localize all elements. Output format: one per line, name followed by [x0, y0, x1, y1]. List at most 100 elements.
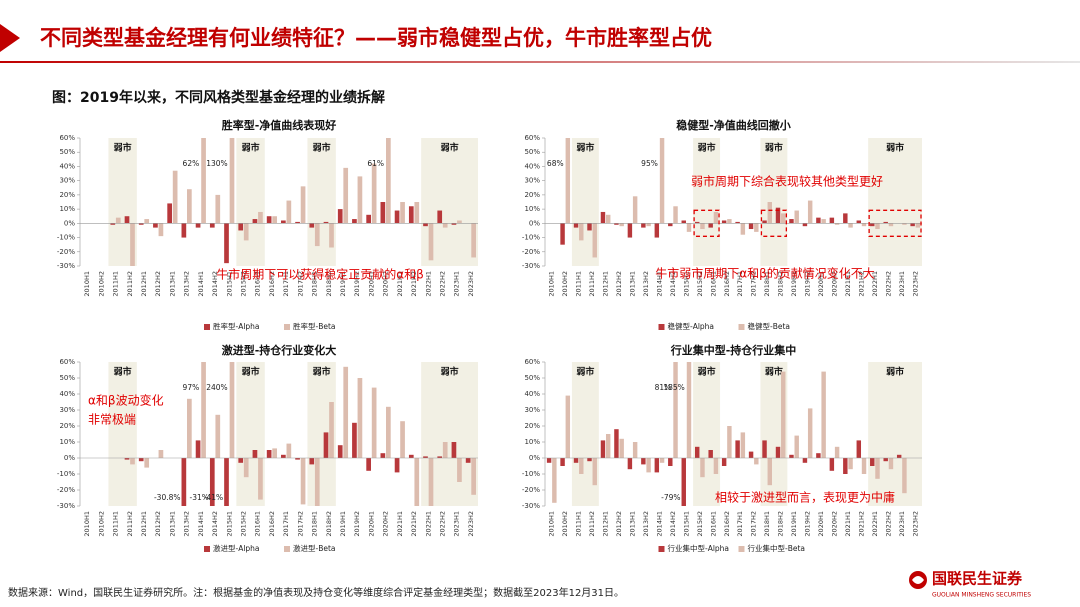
bar	[902, 458, 907, 494]
legend-label: 稳健型-Alpha	[668, 321, 715, 331]
bar	[673, 362, 678, 458]
x-tick-label: 2010H1	[548, 511, 556, 537]
bar	[888, 223, 894, 227]
bar	[694, 446, 700, 458]
source-note: 数据来源：Wind，国联民生证券研究所。注：根据基金的净值表现及持仓变化等维度综…	[8, 586, 624, 599]
y-tick-label: 0%	[529, 454, 540, 462]
x-tick-label: 2022H2	[884, 271, 892, 297]
bar	[694, 221, 700, 224]
x-tick-label: 2016H2	[723, 511, 731, 537]
bar	[762, 440, 767, 458]
legend-swatch	[284, 546, 290, 552]
x-tick-label: 2018H2	[325, 511, 333, 537]
chart-title: 胜率型-净值曲线表现好	[221, 118, 337, 132]
bar	[632, 196, 638, 224]
legend-label: 激进型-Alpha	[213, 543, 260, 553]
bar	[144, 219, 150, 224]
bar	[380, 453, 386, 458]
logo-icon-mark	[912, 576, 924, 584]
bar	[457, 220, 462, 224]
bar	[343, 366, 349, 458]
legend-swatch	[284, 324, 290, 330]
x-tick-label: 2018H1	[763, 511, 771, 537]
x-tick-label: 2016H1	[254, 511, 262, 537]
x-tick-label: 2020H2	[382, 271, 390, 297]
x-tick-label: 2014H2	[211, 511, 219, 537]
bar	[902, 223, 907, 225]
legend-label: 行业集中型-Alpha	[668, 543, 730, 553]
x-tick-label: 2015H1	[225, 271, 233, 297]
y-tick-label: 40%	[59, 390, 75, 398]
x-tick-label: 2017H2	[750, 271, 758, 297]
bar	[870, 223, 875, 227]
bar	[735, 440, 740, 458]
bar	[309, 458, 315, 465]
bar	[821, 219, 826, 224]
x-tick-label: 2017H2	[296, 271, 304, 297]
bar	[215, 414, 221, 458]
bar	[314, 223, 320, 247]
x-tick-label: 2011H2	[126, 511, 134, 537]
bar	[337, 445, 343, 458]
x-tick-label: 2014H1	[197, 511, 205, 537]
x-tick-label: 2013H2	[642, 511, 650, 537]
weak-market-label: 弱市	[114, 366, 132, 378]
x-tick-label: 2014H1	[655, 511, 663, 537]
bar	[428, 458, 434, 506]
weak-market-label: 弱市	[886, 142, 904, 154]
bar	[272, 448, 277, 458]
annotation: 牛市周期下可以获得稳定正贡献的α和β	[216, 267, 424, 282]
x-tick-label: 2010H2	[97, 511, 105, 537]
bar	[115, 217, 121, 224]
x-tick-label: 2010H2	[561, 511, 569, 537]
bar	[153, 223, 158, 228]
weak-market-label: 弱市	[242, 142, 260, 154]
bar	[130, 223, 135, 266]
x-tick-label: 2015H2	[696, 271, 704, 297]
x-tick-label: 2013H1	[629, 511, 637, 537]
bar	[807, 408, 813, 458]
bar	[181, 458, 187, 506]
y-tick-label: -30%	[522, 262, 540, 270]
bar	[834, 446, 840, 458]
annotation: 弱市周期下综合表现较其他类型更好	[691, 174, 883, 189]
bar	[843, 213, 848, 224]
x-tick-label: 2018H1	[311, 271, 319, 297]
bar	[673, 206, 678, 224]
bar	[708, 223, 713, 228]
bar	[829, 217, 835, 224]
value-label: 95%	[641, 159, 658, 168]
x-tick-label: 2010H2	[561, 271, 569, 297]
bar	[754, 223, 759, 232]
bar	[400, 421, 405, 458]
x-tick-label: 2015H1	[682, 511, 690, 537]
bar	[856, 220, 862, 224]
weak-market-label: 弱市	[441, 366, 459, 378]
bar	[713, 211, 719, 224]
bar	[215, 194, 221, 224]
x-tick-label: 2020H1	[367, 271, 375, 297]
bar	[888, 458, 894, 470]
bar	[323, 432, 329, 458]
bar	[195, 440, 201, 458]
bar	[829, 458, 835, 471]
bar	[600, 440, 606, 458]
bar	[209, 223, 215, 228]
bar	[834, 223, 840, 225]
x-tick-label: 2016H1	[709, 271, 717, 297]
weak-market-label: 弱市	[765, 366, 783, 378]
bar	[816, 217, 821, 224]
x-tick-label: 2016H2	[268, 271, 276, 297]
bar	[201, 138, 206, 224]
bar	[654, 223, 660, 238]
x-tick-label: 2020H2	[382, 511, 390, 537]
bar	[357, 176, 363, 224]
bar	[883, 221, 888, 224]
x-tick-label: 2014H2	[669, 271, 677, 297]
bar	[565, 395, 571, 458]
bar	[802, 223, 808, 227]
bar	[573, 458, 579, 463]
bar	[144, 458, 150, 468]
value-label: 81%	[655, 383, 672, 392]
bar	[295, 221, 300, 224]
